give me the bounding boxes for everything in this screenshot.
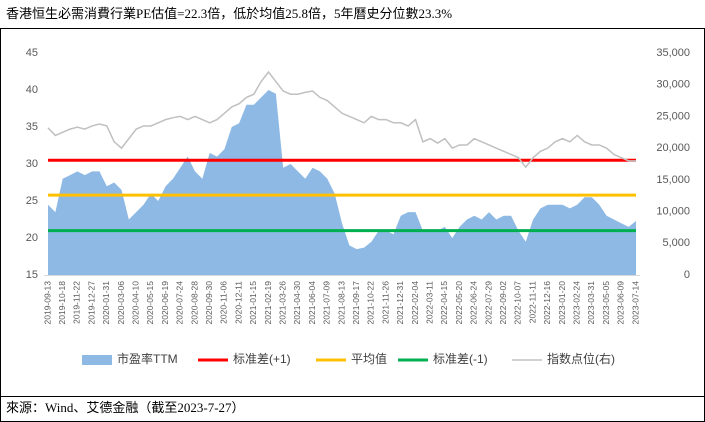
x-tick-label: 2022-03-11: [424, 281, 434, 324]
legend-label: 标准差(+1): [233, 352, 291, 366]
y2-tick-label: 35,000: [656, 47, 690, 59]
y2-tick-label: 30,000: [656, 79, 690, 91]
legend-label: 标准差(-1): [433, 352, 488, 366]
x-tick-label: 2021-04-30: [292, 281, 302, 325]
x-tick-label: 2021-09-17: [351, 281, 361, 325]
x-tick-label: 2022-10-07: [513, 281, 523, 325]
y2-tick-label: 5,000: [662, 237, 690, 249]
x-tick-label: 2022-07-29: [483, 281, 493, 325]
x-tick-label: 2023-06-09: [616, 281, 626, 325]
x-tick-label: 2020-09-30: [204, 281, 214, 325]
y-tick-label: 45: [26, 47, 38, 59]
x-tick-label: 2020-08-28: [189, 281, 199, 325]
x-tick-label: 2020-07-24: [175, 281, 185, 325]
x-tick-label: 2020-12-11: [233, 281, 243, 324]
pe-area: [48, 90, 636, 275]
x-tick-label: 2021-11-26: [380, 281, 390, 324]
x-tick-label: 2020-01-31: [101, 281, 111, 325]
chart-title: 香港恒生必需消費行業PE估值=22.3倍，低於均值25.8倍，5年曆史分位數23…: [6, 6, 452, 21]
x-tick-label: 2022-11-11: [527, 281, 537, 323]
x-tick-label: 2019-11-22: [72, 281, 82, 324]
x-tick-label: 2021-12-31: [395, 281, 405, 325]
y2-tick-label: 15,000: [656, 174, 690, 186]
y-tick-label: 40: [26, 84, 38, 96]
x-tick-label: 2023-05-05: [601, 281, 611, 325]
x-tick-label: 2020-04-10: [130, 281, 140, 325]
x-tick-label: 2020-03-06: [116, 281, 126, 325]
x-tick-label: 2023-02-24: [571, 281, 581, 325]
source: 來源：Wind、艾德金融（截至2023-7-27）: [6, 400, 245, 415]
x-tick-label: 2022-02-04: [410, 281, 420, 325]
x-tick-label: 2023-07-14: [630, 281, 640, 325]
x-tick-label: 2021-02-19: [263, 281, 273, 325]
y2-tick-label: 0: [684, 269, 690, 281]
x-tick-label: 2021-03-26: [277, 281, 287, 325]
x-tick-label: 2022-06-24: [469, 281, 479, 325]
x-tick-label: 2022-12-16: [542, 281, 552, 325]
x-tick-label: 2020-11-06: [219, 281, 229, 324]
index-line: [47, 70, 636, 169]
x-tick-label: 2022-04-15: [439, 281, 449, 325]
y-tick-label: 15: [26, 269, 38, 281]
y2-tick-label: 20,000: [656, 142, 690, 154]
y2-tick-label: 10,000: [656, 205, 690, 217]
x-tick-label: 2019-10-18: [57, 281, 67, 325]
y-tick-label: 20: [26, 232, 38, 244]
x-tick-label: 2021-10-22: [366, 281, 376, 325]
legend-label: 指数点位(右): [547, 351, 615, 366]
legend-label: 市盈率TTM: [117, 351, 178, 366]
x-tick-label: 2021-08-13: [336, 281, 346, 325]
x-tick-label: 2023-01-20: [557, 281, 567, 325]
x-tick-label: 2019-09-13: [42, 281, 52, 325]
x-tick-label: 2021-01-15: [248, 281, 258, 325]
x-tick-label: 2021-06-04: [307, 281, 317, 325]
x-tick-label: 2020-05-15: [145, 281, 155, 325]
y-tick-label: 25: [26, 195, 38, 207]
x-tick-label: 2019-12-27: [86, 281, 96, 325]
legend-swatch: [82, 355, 112, 365]
x-tick-label: 2022-05-20: [454, 281, 464, 325]
x-tick-label: 2023-03-31: [586, 281, 596, 325]
y2-tick-label: 25,000: [656, 110, 690, 122]
legend-label: 平均值: [351, 351, 387, 366]
x-tick-label: 2020-06-19: [160, 281, 170, 325]
y-tick-label: 35: [26, 121, 38, 133]
y-tick-label: 30: [26, 158, 38, 170]
x-tick-label: 2021-07-09: [322, 281, 332, 325]
x-tick-label: 2022-09-02: [498, 281, 508, 325]
